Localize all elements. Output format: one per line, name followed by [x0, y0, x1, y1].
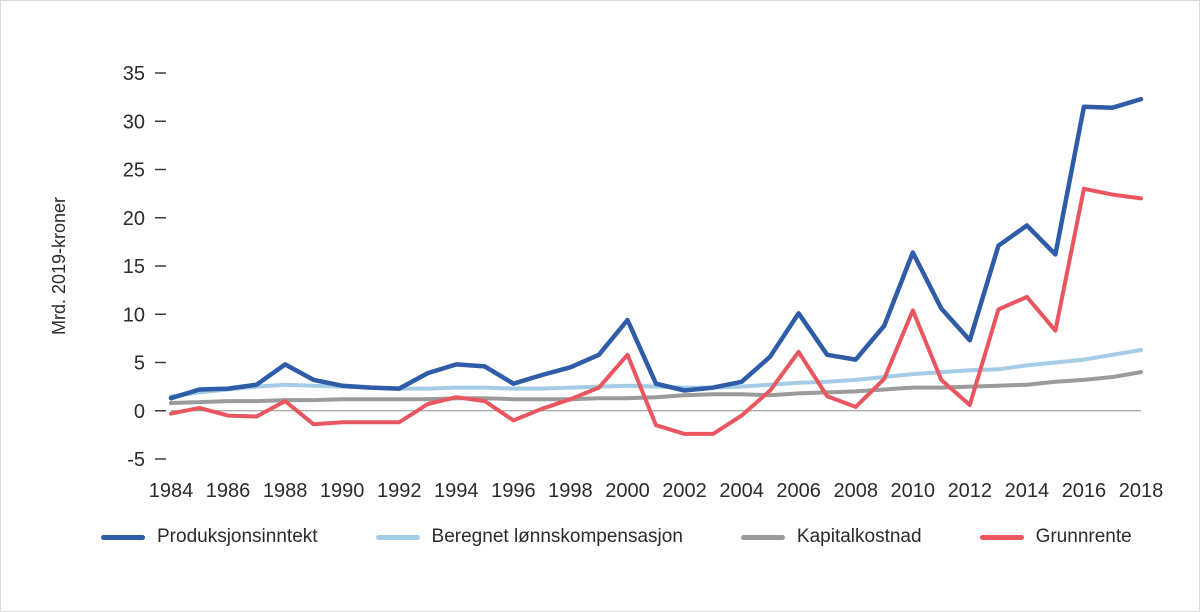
legend-swatch-lonnskompensasjon — [375, 534, 420, 540]
legend-label-produksjonsinntekt: Produksjonsinntekt — [157, 526, 318, 547]
series-line-1 — [169, 348, 1143, 399]
series-line-3 — [169, 186, 1143, 436]
y-tick-label: 15 — [123, 256, 145, 278]
x-tick-label: 2002 — [662, 480, 707, 502]
legend-label-kapitalkostnad: Kapitalkostnad — [796, 526, 922, 547]
x-tick-label: 1988 — [263, 480, 308, 502]
x-tick-label: 2008 — [833, 480, 878, 502]
legend-label-lonnskompensasjon: Beregnet lønnskompensasjon — [431, 526, 683, 547]
legend-item-grunnrente: Grunnrente — [979, 526, 1132, 548]
legend-swatch-kapitalkostnad — [740, 534, 785, 540]
legend-label-grunnrente: Grunnrente — [1035, 526, 1132, 547]
x-tick-label: 1986 — [206, 480, 251, 502]
legend-item-kapitalkostnad: Kapitalkostnad — [740, 526, 922, 548]
x-tick-label: 1998 — [548, 480, 593, 502]
x-tick-label: 1996 — [491, 480, 536, 502]
legend: Produksjonsinntekt Beregnet lønnskompens… — [1, 526, 1199, 548]
x-tick-label: 1994 — [434, 480, 479, 502]
y-tick-label: 10 — [123, 304, 145, 326]
x-tick-label: 2016 — [1062, 480, 1107, 502]
y-tick-label: 0 — [134, 401, 145, 423]
x-tick-label: 1990 — [320, 480, 365, 502]
y-tick-label: 20 — [123, 208, 145, 230]
x-tick-label: 2000 — [605, 480, 650, 502]
x-tick-label: 2006 — [776, 480, 821, 502]
y-tick-label: 30 — [123, 111, 145, 133]
legend-swatch-grunnrente — [979, 534, 1024, 540]
line-chart: Mrd. 2019-kroner -5 0 5 10 15 20 25 30 35 1984 198… — [49, 63, 1164, 502]
legend-swatch-produksjonsinntekt — [101, 534, 145, 540]
x-tick-label: 2004 — [719, 480, 764, 502]
y-axis-title: Mrd. 2019-kroner — [49, 197, 69, 335]
x-tick-label: 1992 — [377, 480, 422, 502]
legend-item-lonnskompensasjon: Beregnet lønnskompensasjon — [375, 526, 683, 548]
y-tick-label: 35 — [123, 63, 145, 85]
x-tick-label: 2012 — [948, 480, 993, 502]
y-tick-label: 25 — [123, 160, 145, 182]
y-tick-label: -5 — [127, 449, 145, 471]
legend-item-produksjonsinntekt: Produksjonsinntekt — [101, 526, 318, 548]
series-line-2 — [169, 370, 1143, 405]
y-tick-label: 5 — [134, 353, 145, 375]
x-tick-label: 2010 — [891, 480, 936, 502]
x-tick-label: 1984 — [149, 480, 194, 502]
x-tick-label: 2018 — [1119, 480, 1164, 502]
x-tick-label: 2014 — [1005, 480, 1050, 502]
series-line-0 — [168, 96, 1144, 401]
